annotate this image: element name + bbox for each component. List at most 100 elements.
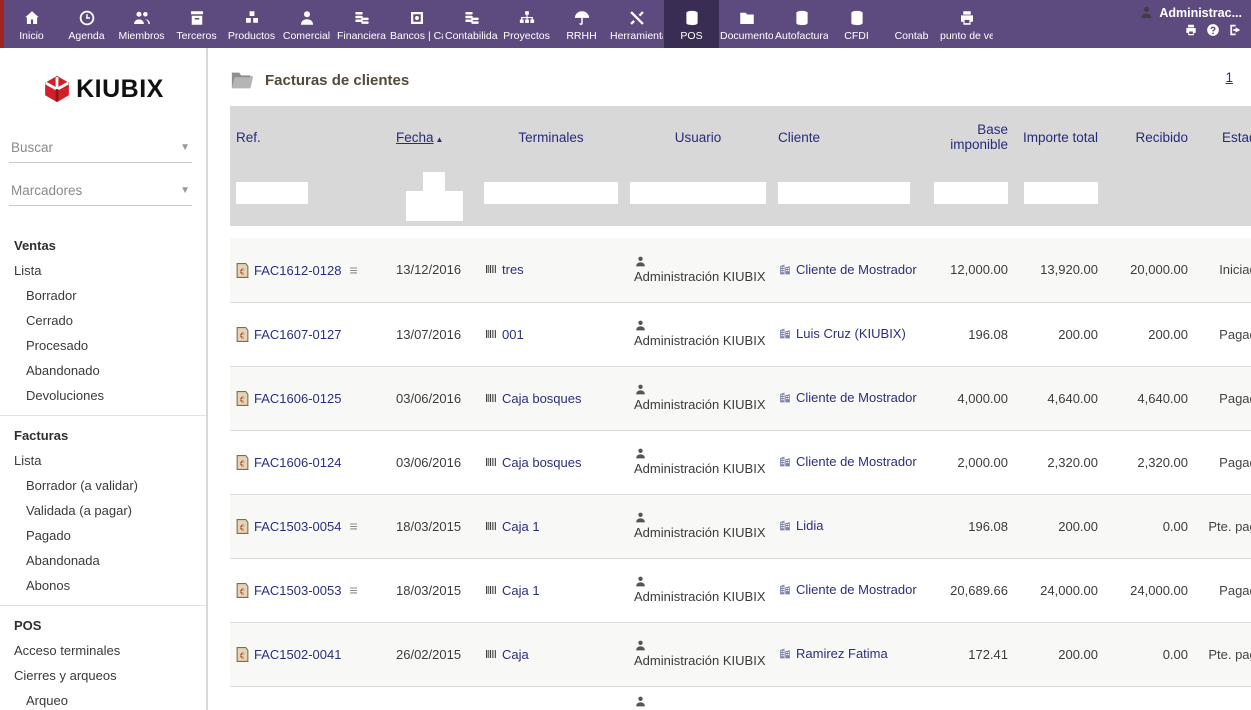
client-link[interactable]: Cliente de Mostrador (796, 454, 917, 469)
table-row[interactable]: FAC1607-0127 13/07/2016 001 Administraci… (230, 302, 1251, 367)
chevron-down-icon: ▼ (180, 185, 190, 196)
bookmarks-dropdown[interactable]: Marcadores ▼ (9, 177, 192, 206)
column-header-cliente[interactable]: Cliente (772, 106, 924, 168)
user-name[interactable]: Administración KIUBIX (634, 653, 766, 668)
table-row[interactable]: FAC1503-0054 ≡ 18/03/2015 Caja 1 Administ… (230, 494, 1251, 559)
terminal-link[interactable]: tres (502, 262, 524, 278)
sidebar-item-facturas-abonos[interactable]: Abonos (26, 578, 71, 593)
sort-link-fecha[interactable]: Fecha (396, 129, 434, 145)
table-row[interactable]: FAC1606-0124 03/06/2016 Caja bosques Adm… (230, 430, 1251, 495)
invoice-ref-link[interactable]: FAC1612-0128 (254, 262, 342, 278)
filter-input-fecha-month[interactable] (423, 172, 445, 191)
terminal-link[interactable]: Caja 1 (502, 582, 540, 598)
user-name[interactable]: Administración KIUBIX (634, 268, 766, 284)
nav-item-financiera[interactable]: Financiera (334, 0, 389, 48)
nav-item-productos[interactable]: Productos (224, 0, 279, 48)
nav-item-comercial[interactable]: Comercial (279, 0, 334, 48)
nav-item-bancos[interactable]: Bancos | Cajas (389, 0, 444, 48)
client-link[interactable]: Cliente de Mostrador (796, 390, 917, 405)
nav-item-contabilidad[interactable]: Contabilidad (444, 0, 499, 48)
lines-menu-icon[interactable]: ≡ (349, 518, 357, 534)
base-amount: 12,000.00 (924, 238, 1014, 303)
client-link[interactable]: Cliente de Mostrador (796, 261, 917, 277)
user-name[interactable]: Administración KIUBIX (634, 589, 766, 604)
user-name[interactable]: Administración KIUBIX (634, 461, 766, 476)
total-amount: 24,000.00 (1014, 558, 1104, 623)
sidebar-item-acceso-terminales[interactable]: Acceso terminales (14, 643, 121, 658)
sidebar-item-arqueo[interactable]: Arqueo (26, 693, 68, 708)
client-link[interactable]: Luis Cruz (KIUBIX) (796, 326, 906, 341)
status-badge: Pagado (1194, 302, 1251, 367)
sidebar-item-facturas-validada[interactable]: Validada (a pagar) (26, 503, 132, 518)
user-menu[interactable]: Administrac... (1139, 5, 1242, 20)
sidebar-item-facturas-abandonada[interactable]: Abandonada (26, 553, 100, 568)
sidebar-item-ventas-procesado[interactable]: Procesado (26, 338, 89, 353)
terminal-link[interactable]: Caja 1 (502, 518, 540, 534)
sidebar-item-ventas-lista[interactable]: Lista (14, 263, 42, 278)
sidebar-item-ventas-borrador[interactable]: Borrador (26, 288, 77, 303)
column-header-importe-total[interactable]: Importe total (1014, 106, 1104, 168)
nav-item-terceros[interactable]: Terceros (169, 0, 224, 48)
invoice-ref-link[interactable]: FAC1606-0124 (254, 454, 342, 470)
table-row[interactable]: FAC1502-0041 26/02/2015 Caja Administrac… (230, 622, 1251, 687)
nav-item-inicio[interactable]: Inicio (4, 0, 59, 48)
nav-item-miembros[interactable]: Miembros (114, 0, 169, 48)
nav-item-pos[interactable]: POS (664, 0, 719, 48)
nav-item-cfdi[interactable]: CFDI (829, 0, 884, 48)
terminal-link[interactable]: 001 (502, 326, 524, 342)
terminal-link[interactable]: Caja bosques (502, 454, 582, 470)
sidebar-item-facturas-pagado[interactable]: Pagado (26, 528, 71, 543)
nav-item-herramientas[interactable]: Herramientas (609, 0, 664, 48)
sidebar-item-cierres-arqueos[interactable]: Cierres y arqueos (14, 668, 117, 683)
sidebar-item-facturas-lista[interactable]: Lista (14, 453, 42, 468)
nav-item-agenda[interactable]: Agenda (59, 0, 114, 48)
table-row[interactable]: FAC1612-0128 ≡ 13/12/2016 tres Administra… (230, 238, 1251, 303)
invoice-ref-link[interactable]: FAC1607-0127 (254, 326, 342, 342)
filter-input-terminales[interactable] (484, 182, 618, 204)
filter-input-importe-total[interactable] (1024, 182, 1098, 204)
column-header-ref[interactable]: Ref. (230, 106, 390, 168)
sidebar-item-facturas-borrador[interactable]: Borrador (a validar) (26, 478, 138, 493)
pagination-page-link[interactable]: 1 (1225, 70, 1233, 85)
column-header-terminales[interactable]: Terminales (478, 106, 624, 168)
filter-input-usuario[interactable] (630, 182, 766, 204)
column-header-fecha[interactable]: Fecha ▲ (390, 106, 478, 168)
nav-item-proyectos[interactable]: Proyectos (499, 0, 554, 48)
column-header-estado[interactable]: Estado (1194, 106, 1251, 168)
nav-item-rrhh[interactable]: RRHH (554, 0, 609, 48)
lines-menu-icon[interactable]: ≡ (349, 582, 357, 598)
user-name[interactable]: Administración KIUBIX (634, 397, 766, 412)
invoice-ref-link[interactable]: FAC1502-0041 (254, 646, 342, 662)
nav-item-documentos[interactable]: Documentos (719, 0, 774, 48)
filter-input-cliente[interactable] (778, 182, 910, 204)
terminal-link[interactable]: Caja bosques (502, 390, 582, 406)
user-name[interactable]: Administración KIUBIX (634, 525, 766, 540)
nav-item-autofactura[interactable]: Autofactura (774, 0, 829, 48)
logout-icon[interactable] (1228, 23, 1242, 37)
client-link[interactable]: Cliente de Mostrador (796, 582, 917, 597)
filter-input-fecha-year[interactable] (405, 191, 463, 221)
column-header-base-imponible[interactable]: Base imponible (924, 106, 1014, 168)
filter-input-ref[interactable] (236, 182, 308, 204)
sidebar-item-ventas-devoluciones[interactable]: Devoluciones (26, 388, 105, 403)
terminal-link[interactable]: Caja (502, 646, 529, 662)
search-dropdown[interactable]: Buscar ▼ (9, 134, 192, 163)
client-link[interactable]: Ramirez Fatima (796, 646, 888, 661)
column-header-recibido[interactable]: Recibido (1104, 106, 1194, 168)
user-name[interactable]: Administración KIUBIX (634, 333, 766, 348)
table-row[interactable]: FAC1503-0053 ≡ 18/03/2015 Caja 1 Administ… (230, 558, 1251, 623)
table-row[interactable]: FAC1606-0125 03/06/2016 Caja bosques Adm… (230, 366, 1251, 431)
help-icon[interactable] (1206, 23, 1220, 37)
nav-item-punto-de-venta[interactable]: punto de venta (939, 0, 994, 48)
print-icon[interactable] (1184, 23, 1198, 37)
invoice-ref-link[interactable]: FAC1503-0053 (254, 583, 342, 598)
lines-menu-icon[interactable]: ≡ (349, 261, 357, 278)
client-link[interactable]: Lidia (796, 518, 824, 533)
invoice-ref-link[interactable]: FAC1606-0125 (254, 390, 342, 406)
sidebar-item-ventas-abandonado[interactable]: Abandonado (26, 363, 100, 378)
sidebar-item-ventas-cerrado[interactable]: Cerrado (26, 313, 73, 328)
filter-input-base-imponible[interactable] (934, 182, 1008, 204)
invoice-ref-link[interactable]: FAC1503-0054 (254, 519, 342, 534)
column-header-usuario[interactable]: Usuario (624, 106, 772, 168)
nav-item-contab[interactable]: Contab (884, 0, 939, 48)
